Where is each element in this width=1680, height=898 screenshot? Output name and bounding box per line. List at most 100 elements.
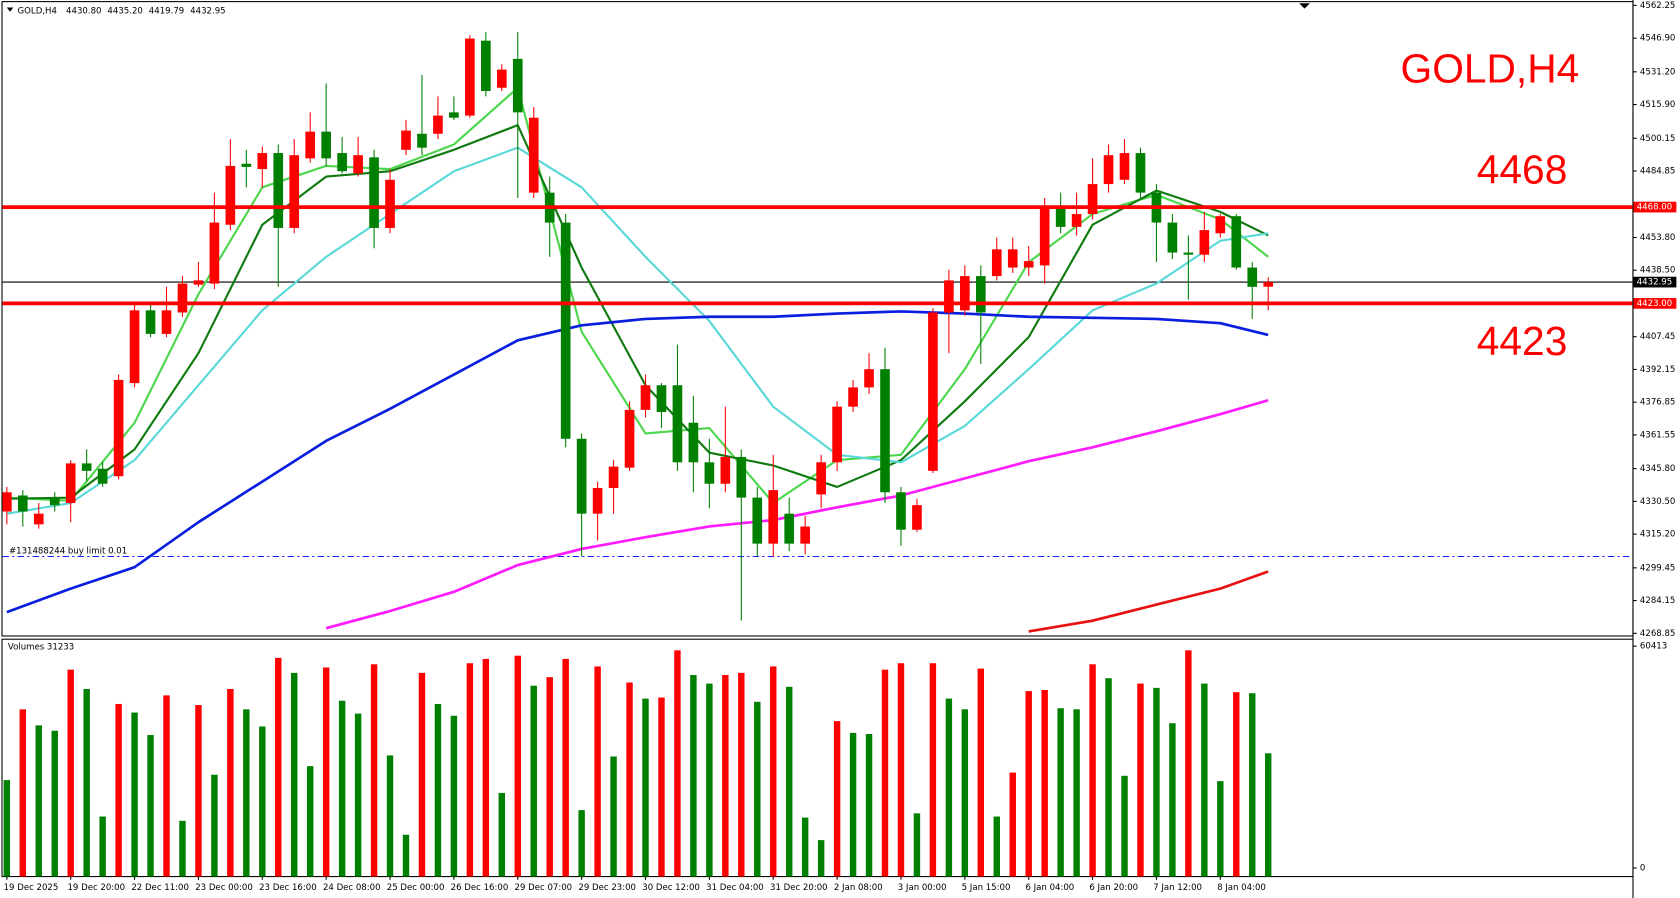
candle-body [65,463,76,503]
volume-bar [3,780,11,877]
candle-body [991,249,1002,277]
volume-bar [642,698,649,877]
volume-bar [259,726,266,877]
volume-bar [738,672,745,877]
candle-body [401,130,411,150]
candle-body [449,112,459,118]
volume-bar [434,703,442,877]
volume-tick-label: 60413 [1640,642,1667,652]
candle-body [417,133,427,148]
volume-bar [929,663,937,877]
candle-body [129,310,140,384]
shift-marker [1299,3,1310,9]
candle-body [975,276,986,313]
x-tick-label: 31 Dec 04:00 [706,883,764,893]
volume-bar [865,733,873,877]
x-tick-label: 8 Jan 04:00 [1217,883,1266,893]
candle-body [656,385,667,413]
volume-bar [1264,753,1272,877]
volume-bar [722,675,729,877]
y-tick-label: 4392.15 [1640,365,1675,375]
volume-bar [1025,691,1032,877]
candle-body [273,153,284,228]
candle-body [1007,249,1018,268]
candle-body [385,179,395,228]
candle-body [704,462,715,484]
candle-body [465,38,475,116]
volume-bar [243,709,250,877]
candle-body [944,280,954,313]
x-tick-label: 26 Dec 16:00 [451,883,509,893]
volume-bar [195,705,202,877]
candle-body [97,468,108,484]
y-tick-label: 4299.45 [1640,563,1675,573]
volume-bar [19,709,27,877]
header-high: 4435.20 [107,6,142,16]
volume-bar [1153,687,1160,877]
volume-bar [211,774,218,877]
volume-bar [546,677,553,877]
x-tick-label: 29 Dec 23:00 [578,883,636,893]
volume-bar [386,755,394,877]
candle-body [576,438,587,514]
volume-bar [770,666,777,877]
x-tick-label: 2 Jan 08:00 [834,883,883,893]
volume-bar [402,834,410,877]
candle-body [257,153,268,170]
volume-bar [977,668,985,877]
y-tick-label: 4268.85 [1640,629,1675,639]
volume-bar [913,813,921,877]
volume-bar [658,697,665,877]
moving-average [6,310,1269,614]
volume-bar [1233,692,1240,877]
volume-bar [99,816,106,877]
candle-body [1039,208,1050,266]
volume-bar [450,715,458,877]
volume-bar [817,840,825,877]
volume-bar [163,695,170,877]
level-axis-box [1633,201,1677,213]
y-tick-label: 4515.90 [1640,100,1675,110]
volume-bar [482,658,490,877]
volume-bar [1185,650,1192,877]
candle-body [592,487,603,514]
volume-bar [51,730,58,877]
candle-body [369,157,379,228]
candle-body [848,387,858,407]
candle-body [353,155,363,174]
volume-bar [131,712,138,877]
volume-bar [466,663,474,877]
volume-bar [674,650,681,877]
volume-bar [306,766,314,877]
x-tick-label: 5 Jan 15:00 [962,883,1011,893]
symbol-annotation: GOLD,H4 [1401,46,1580,92]
candle-body [496,69,507,88]
x-tick-label: 19 Dec 20:00 [67,883,125,893]
moving-average [1028,570,1269,633]
volume-bar [1201,683,1208,877]
x-tick-label: 30 Dec 12:00 [642,883,700,893]
volume-bar [291,672,298,877]
x-tick-label: 31 Dec 20:00 [770,883,828,893]
candle-body [752,497,763,544]
header-arrow [6,7,14,12]
volume-bar [514,655,521,877]
volume-bar [227,688,234,877]
candle-body [816,462,826,495]
volume-bar [530,685,537,877]
volume-bar [833,721,841,877]
level-axis-label: 4423.00 [1637,299,1672,309]
candle-body [49,498,60,506]
y-tick-label: 4484.85 [1640,167,1675,177]
candle-body [672,385,683,463]
volume-title: Volumes 31233 [8,643,74,653]
volume-bar [115,703,122,877]
volume-bar [83,688,90,877]
candle-body [193,280,204,285]
candle-body [113,379,124,477]
volume-bar [370,664,378,877]
y-tick-label: 4438.50 [1640,266,1675,276]
y-tick-label: 4315.20 [1640,530,1675,540]
